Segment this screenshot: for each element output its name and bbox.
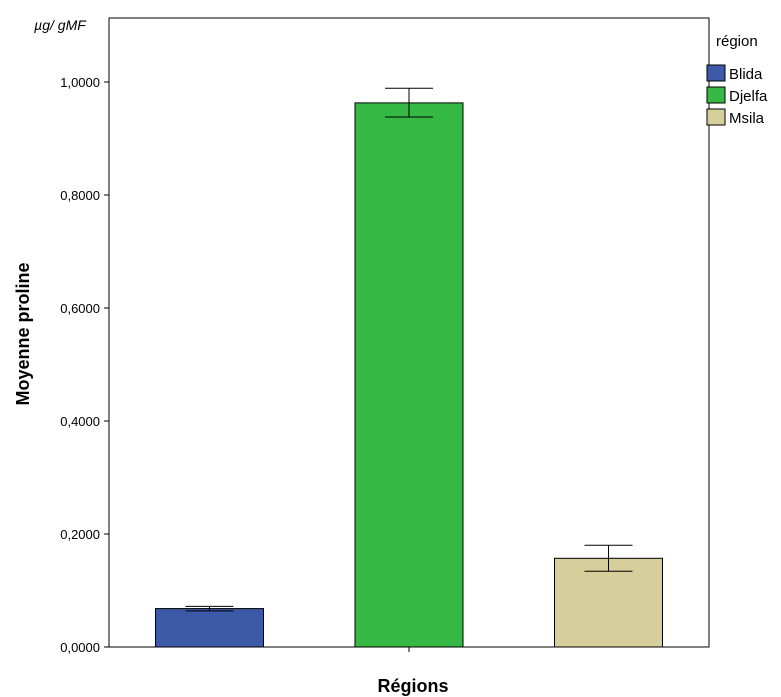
legend-item-djelfa: Djelfa — [706, 86, 768, 105]
y-tick-label: 0,6000 — [60, 301, 100, 316]
legend-swatch — [706, 64, 726, 82]
legend-title: région — [716, 33, 758, 50]
y-tick-label: 1,0000 — [60, 75, 100, 90]
y-tick-label: 0,4000 — [60, 414, 100, 429]
y-axis-title: Moyenne proline — [13, 262, 33, 405]
y-axis: 0,0000 0,2000 0,4000 0,6000 0,8000 1,0000 — [60, 75, 109, 655]
legend-label: Msila — [729, 110, 765, 127]
error-bar-blida — [185, 605, 234, 612]
legend-swatch — [706, 86, 726, 104]
y-tick-label: 0,8000 — [60, 188, 100, 203]
y-tick-label: 0,2000 — [60, 527, 100, 542]
y-tick-label: 0,0000 — [60, 640, 100, 655]
bar-blida — [155, 608, 264, 648]
x-axis-title: Régions — [377, 676, 448, 696]
legend-label: Djelfa — [729, 88, 768, 105]
legend-item-blida: Blida — [706, 64, 763, 83]
error-bar-msila — [584, 544, 633, 572]
legend-item-msila: Msila — [706, 108, 765, 127]
error-bars — [185, 87, 633, 612]
y-axis-unit: µg/ gMF — [34, 17, 87, 33]
error-bar-djelfa — [385, 87, 433, 118]
bars — [155, 102, 663, 648]
legend-swatch — [706, 108, 726, 126]
bar-djelfa — [354, 102, 464, 648]
legend: région Blida Djelfa Msila — [706, 33, 768, 127]
legend-label: Blida — [729, 66, 763, 83]
